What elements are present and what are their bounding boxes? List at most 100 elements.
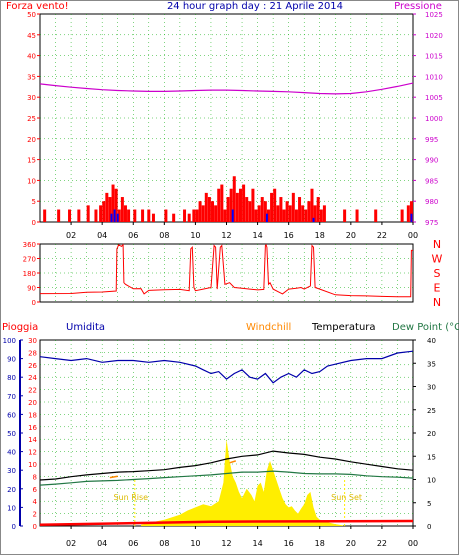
temperature-tick-label: 35 xyxy=(427,360,436,368)
compass-label: E xyxy=(434,282,441,295)
temperature-tick-label: 15 xyxy=(427,453,436,461)
wind-bar xyxy=(298,197,302,222)
gust-bar xyxy=(312,217,315,222)
wind-bar xyxy=(105,192,109,222)
wind-bar xyxy=(108,197,112,222)
wind-bar xyxy=(94,209,98,222)
pressure-tick-label: 1005 xyxy=(425,94,443,102)
wind-bar xyxy=(187,213,191,222)
wind-bar xyxy=(263,201,267,222)
temperature-tick-label: 10 xyxy=(427,477,436,485)
pressure-tick-label: 990 xyxy=(425,157,438,165)
wind-bar xyxy=(114,188,118,222)
x-tick-label: 04 xyxy=(97,231,107,240)
rain-tick-label: 4 xyxy=(33,498,38,506)
rain-tick-label: 8 xyxy=(33,473,37,481)
wind-tick-label: 50 xyxy=(27,11,36,19)
x-tick-label: 06 xyxy=(128,539,138,548)
direction-tick-label: 90 xyxy=(27,285,36,293)
x-tick-label: 14 xyxy=(252,231,262,240)
wind-bar xyxy=(226,197,230,222)
humidity-tick-label: 0 xyxy=(12,523,16,531)
rain-tick-label: 18 xyxy=(28,411,37,419)
wind-bar xyxy=(77,209,81,222)
rain-tick-label: 24 xyxy=(28,374,37,382)
wind-bar xyxy=(316,197,320,222)
rain-tick-label: 30 xyxy=(28,337,37,345)
pressure-tick-label: 1020 xyxy=(425,32,443,40)
x-tick-label: 18 xyxy=(315,539,325,548)
rain-tick-label: 2 xyxy=(33,511,37,519)
wind-axis-title: Forza vento! xyxy=(6,1,69,12)
wind-bar xyxy=(400,209,404,222)
gust-bar xyxy=(116,213,119,222)
temperature-tick-label: 40 xyxy=(427,337,436,345)
wind-bar xyxy=(111,184,115,222)
windchill-legend-label: Windchill xyxy=(246,322,291,333)
humidity-tick-label: 30 xyxy=(7,467,16,475)
gust-bar xyxy=(113,209,116,222)
wind-bar xyxy=(86,205,90,222)
wind-bar xyxy=(313,205,317,222)
windchill-line xyxy=(109,475,118,479)
wind-bar xyxy=(151,213,155,222)
x-tick-label: 08 xyxy=(159,231,169,240)
direction-tick-label: 180 xyxy=(23,270,36,278)
direction-line xyxy=(39,243,413,298)
wind-bar xyxy=(279,197,283,222)
wind-bar xyxy=(232,176,236,222)
gust-bar xyxy=(110,213,113,222)
sunset-label: Sun Set xyxy=(331,493,362,502)
pressure-tick-label: 1010 xyxy=(425,73,443,81)
wind-tick-label: 25 xyxy=(27,115,36,123)
temperature-tick-label: 30 xyxy=(427,384,436,392)
humidity-tick-label: 50 xyxy=(7,430,16,438)
wind-bar xyxy=(141,209,145,222)
humidity-tick-label: 20 xyxy=(7,486,16,494)
wind-bar xyxy=(319,209,323,222)
wind-bar xyxy=(127,209,131,222)
gust-bar xyxy=(231,209,234,222)
humidity-tick-label: 90 xyxy=(7,356,16,364)
temperature-legend-label: Temperatura xyxy=(311,322,376,333)
solar-area xyxy=(141,439,344,526)
wind-bar xyxy=(301,205,305,222)
wind-bar xyxy=(254,209,258,222)
gust-bar xyxy=(410,213,413,222)
humidity-tick-label: 10 xyxy=(7,504,16,512)
gust-bar xyxy=(265,213,268,222)
wind-bar xyxy=(229,188,233,222)
wind-bar xyxy=(207,197,211,222)
x-tick-label: 00 xyxy=(408,539,418,548)
rain-tick-label: 6 xyxy=(33,486,38,494)
wind-bar xyxy=(147,209,151,222)
wind-tick-label: 40 xyxy=(27,53,36,61)
wind-bar xyxy=(294,209,298,222)
wind-bar xyxy=(172,213,176,222)
x-tick-label: 04 xyxy=(97,539,107,548)
dewpoint-legend-label: Dew Point (°C xyxy=(392,322,459,333)
rain-tick-label: 16 xyxy=(28,424,37,432)
x-tick-label: 22 xyxy=(377,231,387,240)
wind-bar xyxy=(117,209,121,222)
x-tick-label: 02 xyxy=(66,231,76,240)
wind-tick-label: 5 xyxy=(32,198,36,206)
wind-bar xyxy=(235,192,239,222)
rain-line xyxy=(39,519,414,527)
wind-bar xyxy=(164,209,168,222)
wind-bar xyxy=(355,209,359,222)
direction-tick-label: 0 xyxy=(32,299,36,307)
x-tick-label: 06 xyxy=(128,231,138,240)
wind-tick-label: 15 xyxy=(27,157,36,165)
rain-tick-label: 12 xyxy=(28,449,37,457)
temperature-tick-label: 20 xyxy=(427,430,436,438)
rain-tick-label: 14 xyxy=(28,436,37,444)
x-tick-label: 08 xyxy=(159,539,169,548)
compass-label: S xyxy=(434,267,441,280)
wind-bar xyxy=(322,205,326,222)
x-tick-label: 00 xyxy=(408,231,418,240)
wind-tick-label: 10 xyxy=(27,177,36,185)
x-tick-label: 22 xyxy=(377,539,387,548)
compass-label: N xyxy=(433,296,441,309)
